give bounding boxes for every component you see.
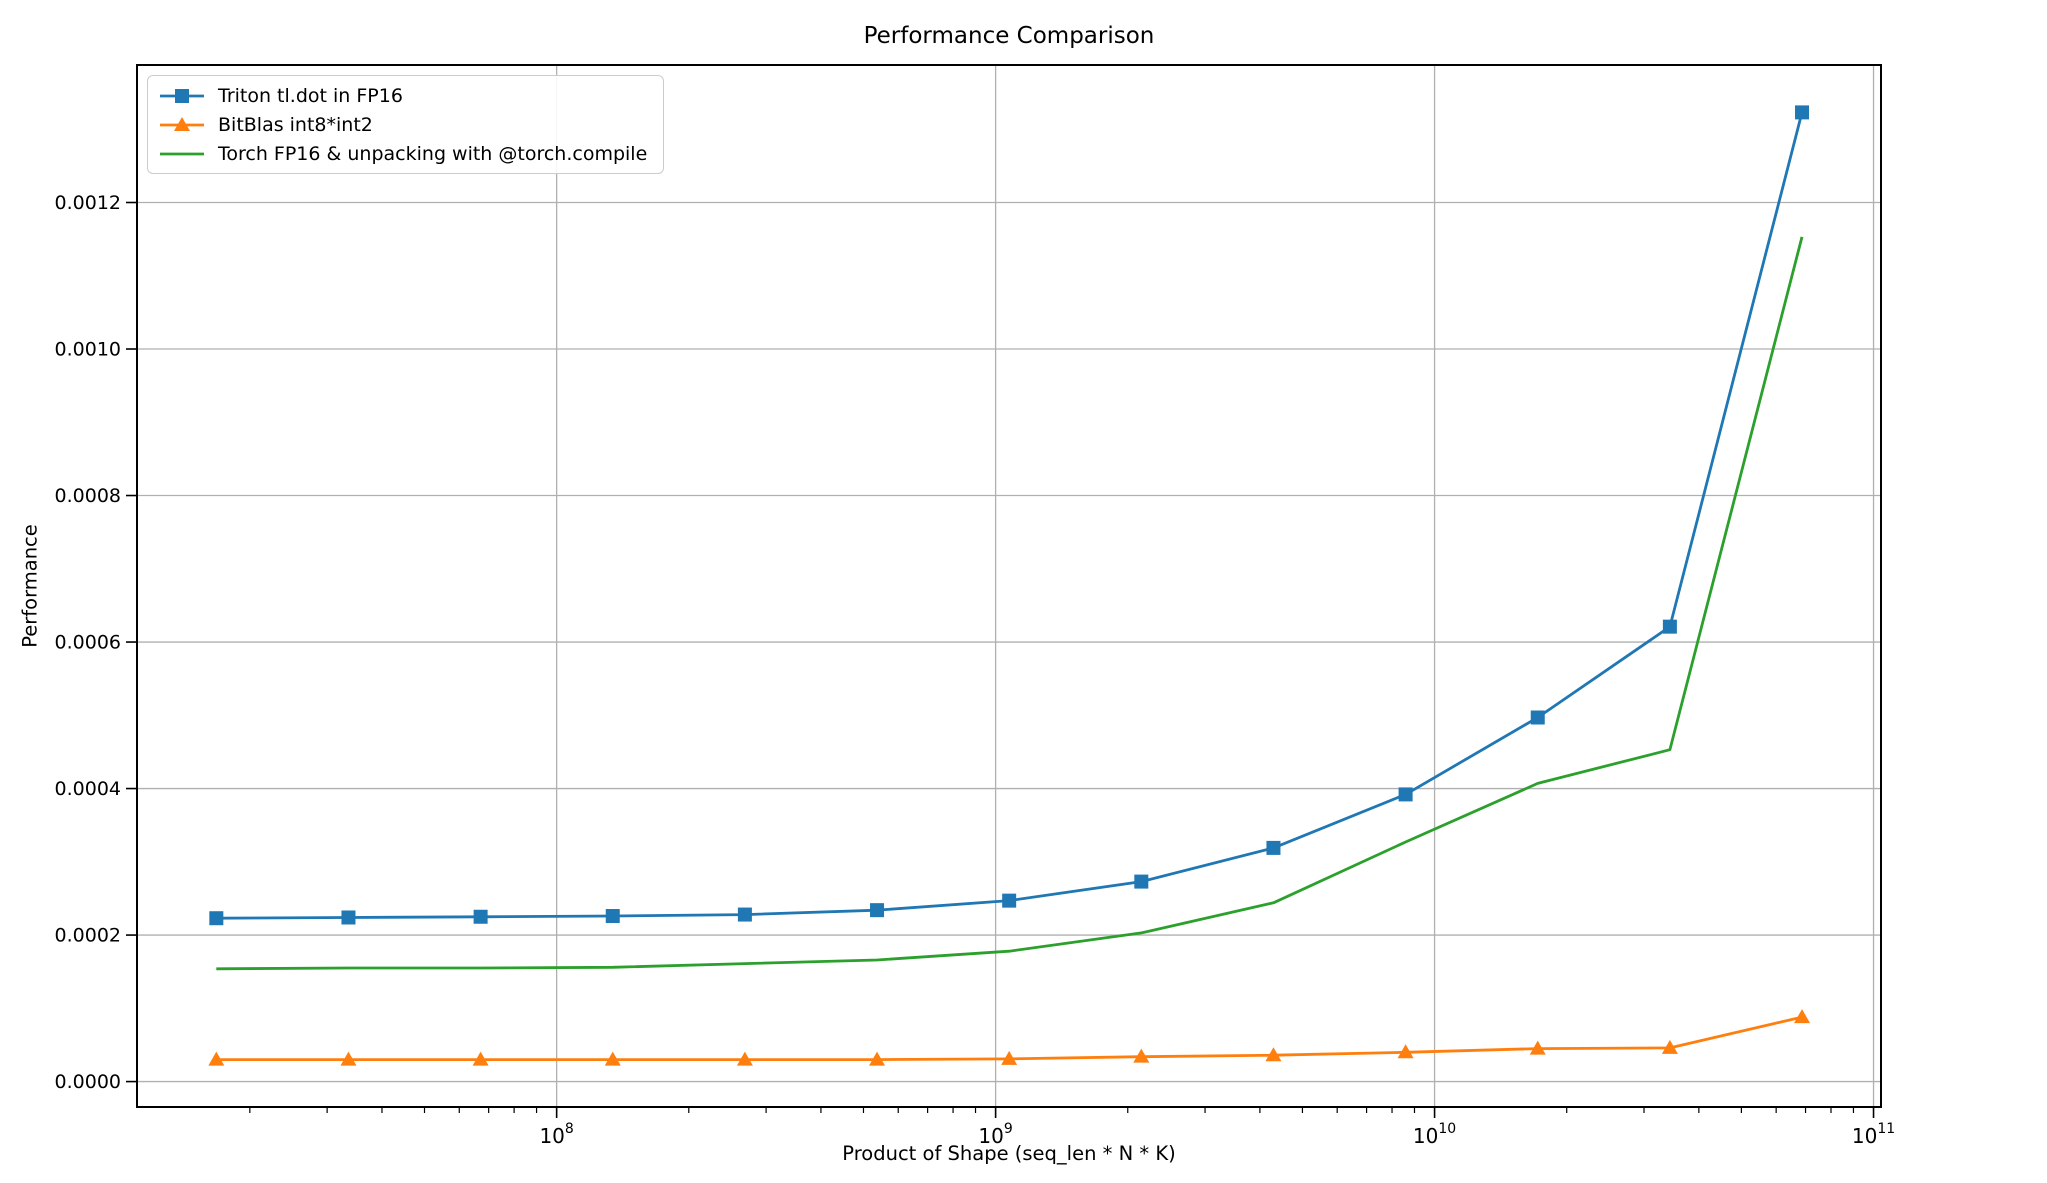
legend-label: Triton tl.dot in FP16 [218, 84, 403, 107]
legend: Triton tl.dot in FP16 BitBlas int8*int2 To… [147, 75, 665, 174]
data-point-marker [472, 1051, 489, 1066]
data-point-marker [1134, 874, 1149, 889]
series-line-0 [209, 105, 1810, 926]
data-point-marker [1265, 1047, 1282, 1062]
y-tick-label: 0.0002 [55, 925, 121, 947]
y-axis-ticks: 0.0000 0.0002 0.0004 0.0006 0.0008 0.0010 0.00… [55, 192, 137, 1093]
data-point-marker [1662, 619, 1677, 634]
x-axis-ticks: 108 109 1010 1011 [249, 1107, 1895, 1148]
series-line-2 [216, 236, 1804, 971]
gridlines [137, 65, 1881, 1107]
data-point-marker [1795, 105, 1810, 120]
data-point-marker [870, 903, 885, 918]
legend-key-square-icon [160, 88, 204, 103]
series-line-1 [208, 1009, 1811, 1066]
legend-item: Triton tl.dot in FP16 [158, 81, 647, 110]
x-tick-label: 1011 [1852, 1121, 1895, 1148]
data-point-marker [1266, 840, 1281, 855]
legend-label: Torch FP16 & unpacking with @torch.compi… [218, 142, 648, 165]
data-point-marker [736, 1051, 753, 1066]
data-point-marker [208, 1051, 225, 1066]
data-point-marker [605, 909, 620, 924]
data-point-marker [1001, 1050, 1018, 1065]
data-point-marker [1398, 787, 1413, 802]
y-tick-label: 0.0012 [55, 192, 121, 214]
chart-title: Performance Comparison [863, 23, 1155, 49]
data-point-marker [1397, 1044, 1414, 1059]
legend-key-triangle-icon [160, 116, 204, 131]
data-point-marker [473, 909, 488, 924]
data-point-marker [604, 1051, 621, 1066]
data-point-marker [1133, 1048, 1150, 1063]
legend-item: Torch FP16 & unpacking with @torch.compi… [158, 139, 647, 168]
y-axis-label: Performance [18, 524, 42, 648]
plot-border [136, 64, 1882, 1108]
data-point-marker [1530, 710, 1545, 725]
y-tick-label: 0.0006 [55, 632, 121, 654]
y-tick-label: 0.0004 [55, 778, 121, 800]
y-tick-label: 0.0010 [55, 339, 121, 361]
data-point-marker [209, 911, 224, 926]
data-point-marker [1794, 1009, 1811, 1024]
data-point-marker [1002, 893, 1017, 908]
data-point-marker [1661, 1039, 1678, 1054]
legend-item: BitBlas int8*int2 [158, 110, 647, 139]
y-tick-label: 0.0008 [55, 485, 121, 507]
data-point-marker [341, 910, 356, 925]
data-point-marker [869, 1051, 886, 1066]
data-point-marker [1529, 1040, 1546, 1055]
y-tick-label: 0.0000 [55, 1071, 121, 1093]
x-axis-label: Product of Shape (seq_len * N * K) [842, 1142, 1176, 1165]
data-point-marker [340, 1051, 357, 1066]
data-point-marker [737, 907, 752, 922]
legend-key-line-icon [160, 152, 204, 155]
legend-label: BitBlas int8*int2 [218, 113, 373, 136]
